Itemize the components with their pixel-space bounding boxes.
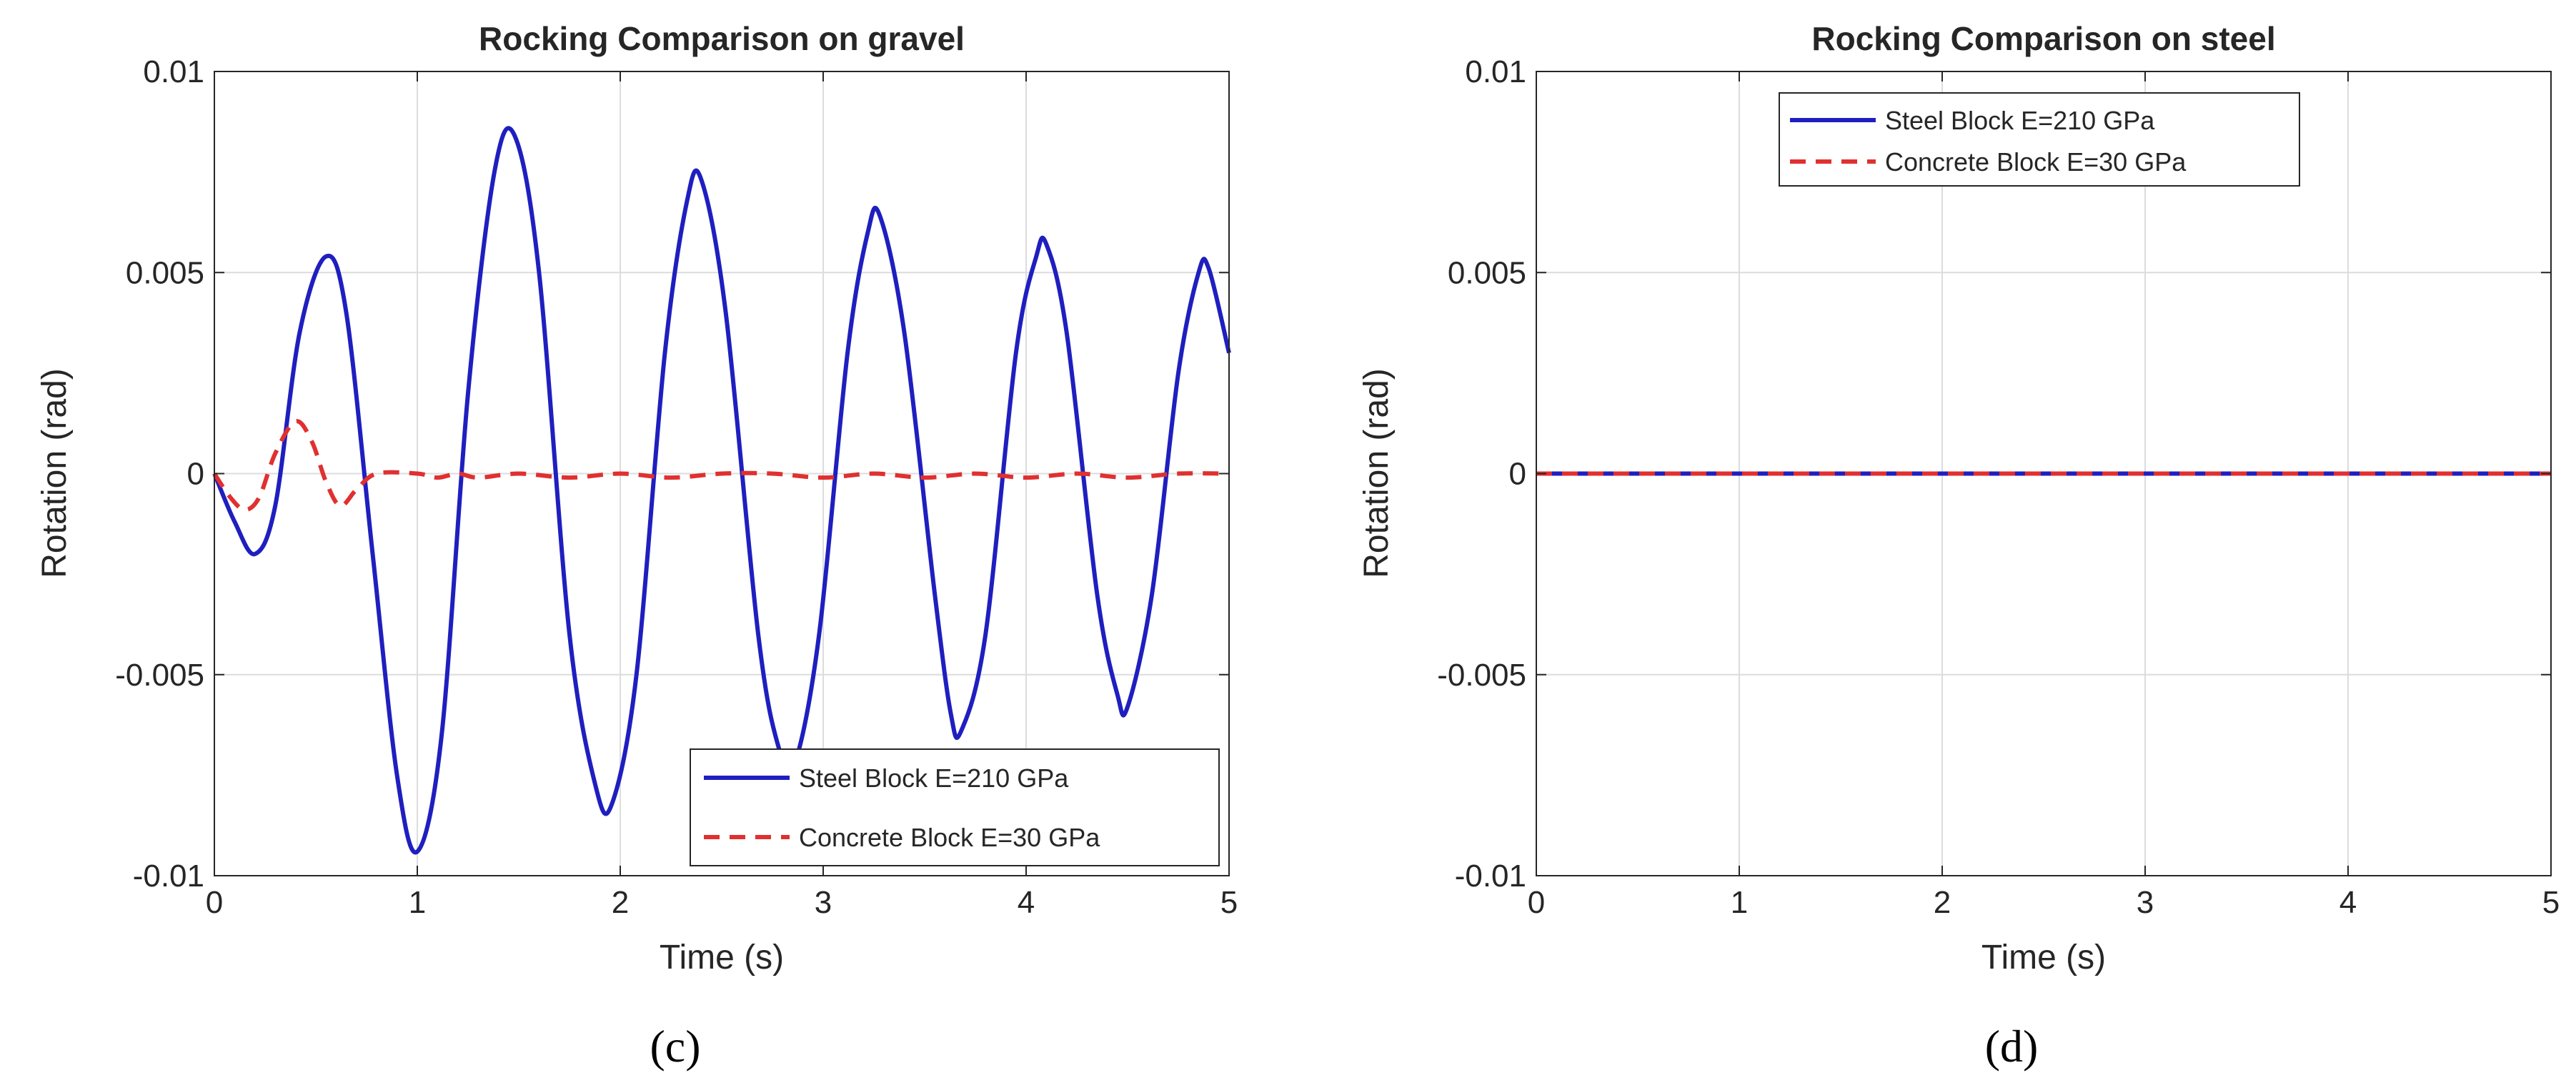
y-tick-label: 0.005: [1448, 255, 1526, 290]
chart-panel-steel: 0 1 2 3 4 5 -0.01 -0.005 0 0.005 0.01 Rocking Com…: [1358, 20, 2560, 1072]
series-line-steel: [212, 126, 1231, 855]
y-axis-label: Rotation (rad): [36, 368, 74, 578]
x-tick-label: 4: [1018, 885, 1035, 920]
y-tick-label: 0: [187, 457, 204, 492]
chart-title: Rocking Comparison on gravel: [479, 20, 965, 57]
x-tick-label: 5: [2542, 885, 2560, 920]
y-tick-label: 0.01: [143, 54, 204, 89]
legend-box: [690, 748, 1220, 866]
axis-ticks: [1536, 71, 2552, 876]
legend-box: [1779, 92, 2300, 187]
legend-label-steel: Steel Block E=210 GPa: [1885, 106, 2155, 135]
y-tick-label: -0.01: [1455, 859, 1526, 894]
legend-label-concrete: Concrete Block E=30 GPa: [799, 823, 1100, 852]
series-line-concrete: [212, 419, 1230, 513]
y-tick-labels: -0.01 -0.005 0 0.005 0.01: [1437, 54, 1526, 894]
legend: Steel Block E=210 GPa Concrete Block E=3…: [1779, 92, 2300, 187]
x-tick-labels: 0 1 2 3 4 5: [206, 885, 1238, 920]
x-tick-label: 2: [1934, 885, 1951, 920]
y-tick-label: 0: [1509, 457, 1526, 492]
x-tick-label: 0: [206, 885, 223, 920]
legend-label-steel: Steel Block E=210 GPa: [799, 763, 1069, 793]
x-tick-label: 3: [815, 885, 832, 920]
x-tick-label: 1: [1731, 885, 1748, 920]
series-lines: [212, 126, 1231, 855]
chart-title: Rocking Comparison on steel: [1811, 20, 2275, 57]
chart-panel-gravel: 0 1 2 3 4 5 -0.01 -0.005 0 0.005 0.01 Rocking Com…: [36, 20, 1238, 1072]
legend-label-concrete: Concrete Block E=30 GPa: [1885, 147, 2187, 177]
y-tick-label: 0.005: [126, 255, 204, 290]
x-axis-label: Time (s): [660, 939, 784, 976]
x-tick-label: 0: [1528, 885, 1545, 920]
y-tick-label: -0.01: [133, 859, 204, 894]
y-tick-labels: -0.01 -0.005 0 0.005 0.01: [115, 54, 204, 894]
x-tick-label: 3: [2137, 885, 2154, 920]
y-tick-label: -0.005: [1437, 658, 1526, 693]
axis-ticks: [214, 71, 1230, 876]
panel-caption: (d): [1985, 1021, 2039, 1072]
x-tick-label: 2: [612, 885, 629, 920]
x-tick-label: 1: [409, 885, 426, 920]
y-tick-label: 0.01: [1465, 54, 1526, 89]
y-axis-label: Rotation (rad): [1358, 368, 1396, 578]
x-axis-label: Time (s): [1981, 939, 2106, 976]
legend: Steel Block E=210 GPa Concrete Block E=3…: [690, 748, 1220, 866]
y-tick-label: -0.005: [115, 658, 204, 693]
x-tick-label: 4: [2339, 885, 2357, 920]
x-tick-labels: 0 1 2 3 4 5: [1528, 885, 2560, 920]
x-tick-label: 5: [1220, 885, 1238, 920]
panel-caption: (c): [650, 1021, 700, 1072]
